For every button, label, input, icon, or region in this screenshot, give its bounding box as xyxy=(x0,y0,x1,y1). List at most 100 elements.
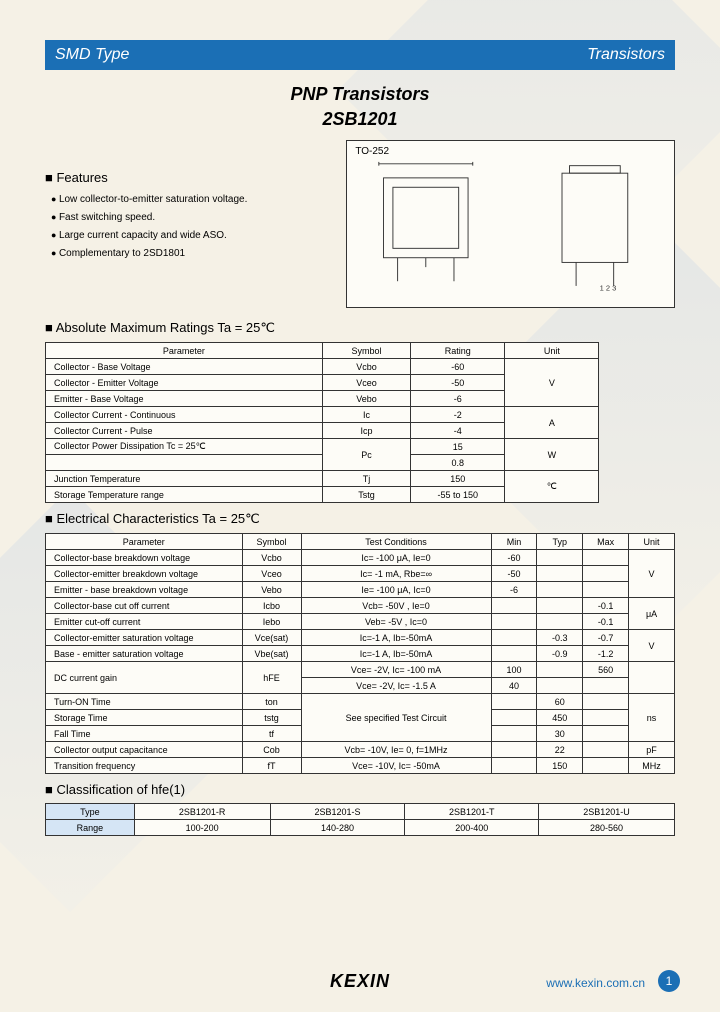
abs-max-table: Parameter Symbol Rating Unit Collector -… xyxy=(45,342,599,503)
rating-cell: 0.8 xyxy=(411,455,505,471)
col-symbol: Symbol xyxy=(322,343,411,359)
typ-cell: -0.3 xyxy=(537,630,583,646)
rating-cell: 150 xyxy=(411,471,505,487)
symbol-cell: Vcbo xyxy=(322,359,411,375)
symbol-cell: Vceo xyxy=(242,566,301,582)
cond-cell: Vcb= -10V, Ie= 0, f=1MHz xyxy=(301,742,491,758)
table-row: Collector-emitter breakdown voltageVceoI… xyxy=(46,566,675,582)
symbol-cell: ton xyxy=(242,694,301,710)
header-left: SMD Type xyxy=(55,46,129,64)
min-cell: -60 xyxy=(491,550,537,566)
unit-cell: μA xyxy=(629,598,675,630)
class-cell: 280-560 xyxy=(539,820,675,836)
table-row: DC current gainhFEVce= -2V, Ic= -100 mA1… xyxy=(46,662,675,678)
feature-item: Low collector-to-emitter saturation volt… xyxy=(51,191,336,209)
param-cell: Base - emitter saturation voltage xyxy=(46,646,243,662)
table-row: Collector-base breakdown voltageVcboIc= … xyxy=(46,550,675,566)
feature-item: Complementary to 2SD1801 xyxy=(51,245,336,263)
typ-cell xyxy=(537,550,583,566)
max-cell xyxy=(583,742,629,758)
symbol-cell: Vcbo xyxy=(242,550,301,566)
typ-cell xyxy=(537,598,583,614)
symbol-cell: Ic xyxy=(322,407,411,423)
min-cell xyxy=(491,598,537,614)
header-bar: SMD Type Transistors xyxy=(45,40,675,70)
unit-cell: V xyxy=(505,359,599,407)
footer: KEXIN www.kexin.com.cn 1 xyxy=(0,971,720,992)
table-row: Transition frequencyfTVce= -10V, Ic= -50… xyxy=(46,758,675,774)
max-cell xyxy=(583,678,629,694)
elec-section: Electrical Characteristics Ta = 25℃ Para… xyxy=(45,511,675,774)
table-row: Collector-base cut off currentIcboVcb= -… xyxy=(46,598,675,614)
typ-cell xyxy=(537,582,583,598)
col-unit: Unit xyxy=(629,534,675,550)
col-max: Max xyxy=(583,534,629,550)
rating-cell: 15 xyxy=(411,439,505,455)
class-type-label: Type xyxy=(46,804,135,820)
table-row: Junction TemperatureTj150℃ xyxy=(46,471,599,487)
elec-table: Parameter Symbol Test Conditions Min Typ… xyxy=(45,533,675,774)
param-cell: Junction Temperature xyxy=(46,471,323,487)
cond-cell: Vce= -10V, Ic= -50mA xyxy=(301,758,491,774)
param-cell: Collector-base cut off current xyxy=(46,598,243,614)
param-cell: Collector-emitter breakdown voltage xyxy=(46,566,243,582)
max-cell xyxy=(583,758,629,774)
typ-cell: 450 xyxy=(537,710,583,726)
max-cell xyxy=(583,566,629,582)
features-list: Low collector-to-emitter saturation volt… xyxy=(45,191,336,263)
unit-cell: ns xyxy=(629,694,675,742)
header-right: Transistors xyxy=(587,46,665,64)
table-row: Turn-ON TimetonSee specified Test Circui… xyxy=(46,694,675,710)
min-cell xyxy=(491,742,537,758)
max-cell xyxy=(583,550,629,566)
max-cell xyxy=(583,726,629,742)
max-cell xyxy=(583,582,629,598)
cond-cell: Ic= -100 μA, Ie=0 xyxy=(301,550,491,566)
typ-cell: 60 xyxy=(537,694,583,710)
max-cell: -1.2 xyxy=(583,646,629,662)
param-cell: Fall Time xyxy=(46,726,243,742)
symbol-cell: Iebo xyxy=(242,614,301,630)
title-line2: 2SB1201 xyxy=(45,109,675,130)
col-unit: Unit xyxy=(505,343,599,359)
class-cell: 2SB1201-S xyxy=(270,804,405,820)
table-row: Collector Current - ContinuousIc-2A xyxy=(46,407,599,423)
package-label: TO-252 xyxy=(355,146,389,157)
typ-cell xyxy=(537,566,583,582)
unit-cell: A xyxy=(505,407,599,439)
page: SMD Type Transistors PNP Transistors 2SB… xyxy=(0,0,720,1012)
col-param: Parameter xyxy=(46,343,323,359)
cond-cell: Ic=-1 A, Ib=-50mA xyxy=(301,646,491,662)
min-cell xyxy=(491,646,537,662)
unit-cell: W xyxy=(505,439,599,471)
table-row: Collector output capacitanceCobVcb= -10V… xyxy=(46,742,675,758)
symbol-cell: Tj xyxy=(322,471,411,487)
table-header-row: Parameter Symbol Test Conditions Min Typ… xyxy=(46,534,675,550)
top-row: Features Low collector-to-emitter satura… xyxy=(45,140,675,308)
min-cell xyxy=(491,710,537,726)
symbol-cell: Icbo xyxy=(242,598,301,614)
class-cell: 140-280 xyxy=(270,820,405,836)
param-cell: DC current gain xyxy=(46,662,243,694)
unit-cell: V xyxy=(629,550,675,598)
symbol-cell: Vebo xyxy=(322,391,411,407)
symbol-cell: Icp xyxy=(322,423,411,439)
unit-cell xyxy=(629,662,675,694)
rating-cell: -60 xyxy=(411,359,505,375)
col-min: Min xyxy=(491,534,537,550)
classification-table: Type 2SB1201-R 2SB1201-S 2SB1201-T 2SB12… xyxy=(45,803,675,836)
max-cell: -0.7 xyxy=(583,630,629,646)
param-cell: Emitter - base breakdown voltage xyxy=(46,582,243,598)
symbol-cell: hFE xyxy=(242,662,301,694)
svg-text:1 2 3: 1 2 3 xyxy=(600,284,617,293)
unit-cell: pF xyxy=(629,742,675,758)
symbol-cell: Cob xyxy=(242,742,301,758)
max-cell xyxy=(583,694,629,710)
table-row: Range 100-200 140-280 200-400 280-560 xyxy=(46,820,675,836)
param-cell: Collector - Base Voltage xyxy=(46,359,323,375)
min-cell xyxy=(491,614,537,630)
max-cell: -0.1 xyxy=(583,614,629,630)
typ-cell xyxy=(537,662,583,678)
brand-logo: KEXIN xyxy=(330,971,390,991)
col-param: Parameter xyxy=(46,534,243,550)
